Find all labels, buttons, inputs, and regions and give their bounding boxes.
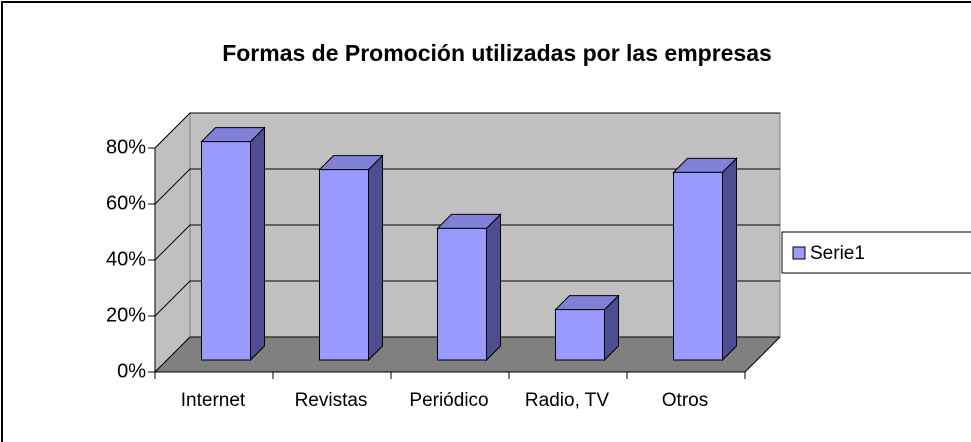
bar [437,227,487,361]
y-tick-label: 0% [117,360,146,382]
bar [673,171,723,361]
x-tick-label: Periódico [409,390,488,411]
y-tick-label: 40% [106,248,146,270]
bar [201,141,251,361]
legend-label: Serie1 [810,243,865,264]
grid-line [154,224,780,261]
bar-side [368,154,383,362]
grid-line [154,280,780,317]
grid-line [154,168,780,205]
x-tick-label: Radio, TV [525,390,609,411]
grid-line [154,112,780,149]
x-tick-label: Otros [662,390,708,411]
bar-side [722,157,737,362]
bar-side [486,213,501,362]
x-tick-label: Internet [181,390,246,411]
chart-title: Formas de Promoción utilizadas por las e… [222,40,772,66]
y-tick-label: 80% [106,136,146,158]
legend-swatch [792,246,806,260]
y-tick-label: 60% [106,192,146,214]
bar-side [250,126,265,362]
x-axis-depth [744,336,781,373]
bar [319,169,369,361]
bar [555,309,605,361]
x-tick-label: Revistas [295,390,368,411]
y-tick-label: 20% [106,304,146,326]
legend-box [781,231,971,274]
